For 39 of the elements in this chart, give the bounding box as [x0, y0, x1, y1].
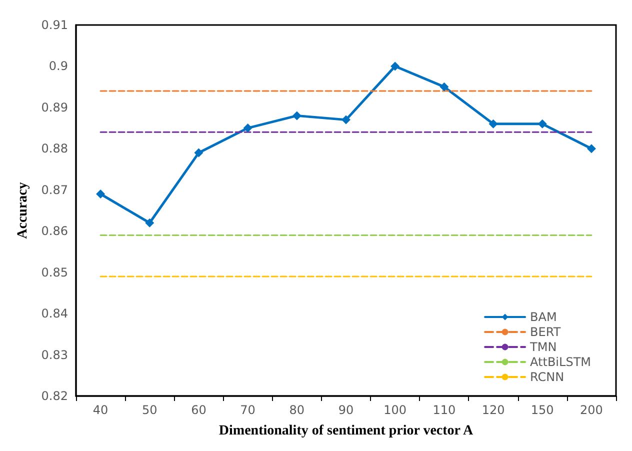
point — [145, 218, 154, 228]
legend-label: TMN — [529, 340, 557, 354]
y-tick-label: 0.9 — [48, 59, 68, 74]
point — [342, 115, 350, 124]
x-tick-label: 90 — [338, 403, 354, 417]
x-tick-label: 60 — [191, 403, 206, 417]
point — [586, 144, 596, 154]
x-tick-label: 150 — [530, 403, 554, 417]
y-tick-label: 0.84 — [41, 306, 68, 321]
legend-label: AttBiLSTM — [530, 355, 592, 369]
point — [390, 62, 400, 71]
y-tick-label: 0.86 — [41, 224, 68, 238]
legend-label: BERT — [530, 325, 562, 339]
point — [194, 148, 204, 158]
y-tick-label: 0.82 — [41, 389, 68, 403]
point — [243, 124, 252, 133]
point — [538, 119, 547, 128]
x-tick-label: 120 — [482, 403, 505, 417]
point — [292, 111, 302, 120]
x-tick-label: 40 — [92, 403, 108, 417]
y-tick-label: 0.85 — [41, 265, 68, 280]
y-tick-label: 0.91 — [41, 18, 68, 32]
x-tick-label: 50 — [142, 403, 158, 417]
x-tick-label: 110 — [432, 403, 456, 417]
x-axis-title: Dimentionality of sentiment prior vector A — [218, 424, 474, 438]
y-tick-label: 0.88 — [41, 142, 68, 156]
y-tick-label: 0.87 — [41, 182, 68, 197]
x-tick-label: 100 — [384, 403, 407, 417]
y-axis-title: Accuracy — [16, 182, 30, 239]
x-tick-label: 70 — [240, 403, 256, 417]
legend-label: RCNN — [530, 370, 564, 384]
x-tick-label: 80 — [289, 403, 305, 417]
point — [440, 82, 449, 92]
point — [96, 190, 106, 199]
y-tick-label: 0.89 — [41, 100, 68, 114]
x-tick-label: 200 — [580, 403, 603, 417]
point — [488, 119, 498, 128]
legend-label: BAM — [530, 310, 557, 324]
y-tick-label: 0.83 — [41, 348, 68, 362]
